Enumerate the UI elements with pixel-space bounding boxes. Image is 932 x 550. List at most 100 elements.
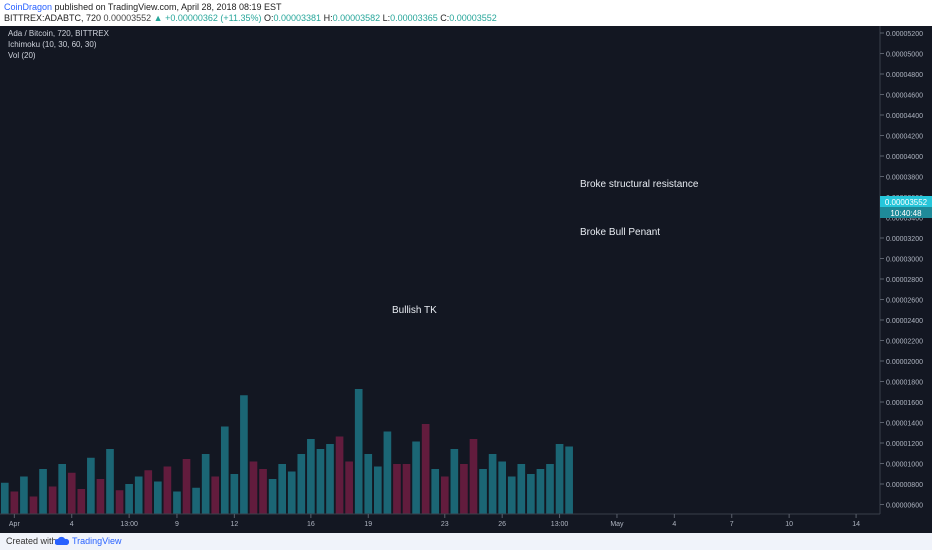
high-value: 0.00003582: [332, 13, 381, 23]
volume-bar: [67, 472, 76, 514]
open-value: 0.00003381: [273, 13, 322, 23]
time-axis[interactable]: Apr 4 13:00 9 12 16 19 23 26 13:00 May 4 7 10 14: [0, 513, 880, 528]
annotation-structural: Broke structural resistance: [580, 179, 699, 190]
volume-bar: [182, 459, 191, 514]
volume-bar: [230, 474, 239, 514]
created-with: Created with: [6, 536, 57, 546]
price-tag-bg: [880, 196, 932, 207]
chart-canvas[interactable]: 0.00005200 0.00005000 0.00004800 0.00004600…: [0, 26, 932, 533]
price-tick-label: 0.00004000: [886, 154, 923, 161]
volume-bar: [297, 454, 306, 514]
price-tick-label: 0.00002200: [886, 339, 923, 346]
price-tick-label: 0.00001800: [886, 380, 923, 387]
volume-bar: [125, 484, 133, 514]
volume-bar: [259, 469, 267, 514]
volume-bar: [58, 464, 66, 514]
time-tick-label: 16: [307, 521, 315, 528]
low-value: 0.00003365: [390, 13, 438, 23]
volume-bar: [412, 441, 420, 514]
time-tick-label: 10: [785, 521, 793, 528]
price-tick-label: 0.00004400: [886, 113, 923, 120]
publish-info: published on TradingView.com, April 28, …: [54, 2, 282, 12]
price-axis-bg: [880, 26, 932, 533]
price-tick-label: 0.00003400: [886, 216, 923, 223]
annotation-tk: Bullish TK: [392, 305, 437, 316]
volume-bar: [48, 486, 57, 514]
volume-bar: [249, 461, 258, 514]
price-axis[interactable]: 0.00005200 0.00005000 0.00004800 0.00004600…: [879, 26, 932, 533]
time-tick-label: 4: [70, 521, 74, 528]
volume-bar: [374, 466, 382, 514]
volume-bar: [287, 471, 296, 514]
header: CoinDragon published on TradingView.com,…: [0, 0, 932, 26]
volume-bar: [546, 464, 554, 514]
symbol-line: BITTREX:ADABTC, 720 0.00003552 ▲ +0.0000…: [4, 13, 497, 23]
volume-bar: [10, 491, 19, 514]
volume-bar: [402, 464, 411, 514]
time-tick-label: 23: [441, 521, 449, 528]
volume-bar: [39, 469, 47, 514]
price-tick-label: 0.00001200: [886, 441, 923, 448]
volume-bar: [354, 389, 363, 514]
price-tag: 0.00003552: [885, 198, 928, 207]
up-arrow-icon: ▲: [153, 13, 163, 23]
time-tick-label: 12: [230, 521, 238, 528]
volume-bar: [96, 479, 105, 514]
author-link[interactable]: CoinDragon: [4, 2, 53, 12]
annotation-pennant: Broke Bull Penant: [580, 227, 660, 238]
price-tick-label: 0.00001600: [886, 400, 923, 407]
price-tick-label: 0.00003200: [886, 236, 923, 243]
tradingview-link[interactable]: TradingView: [72, 536, 122, 546]
time-tick-label: 4: [672, 521, 676, 528]
volume-bar: [383, 431, 392, 514]
volume-bar: [440, 476, 449, 514]
price-tick-label: 0.00001400: [886, 421, 923, 428]
volume-bar: [144, 470, 153, 514]
legend-ichimoku: Ichimoku (10, 30, 60, 30): [8, 40, 97, 49]
volume-bar: [307, 439, 315, 514]
price-tick-label: 0.00004800: [886, 72, 923, 79]
countdown: 10:40:48: [890, 209, 922, 218]
symbol: BITTREX:ADABTC, 720: [4, 13, 102, 23]
time-tick-label: Apr: [9, 521, 21, 528]
volume-bar: [536, 469, 545, 514]
price-tick-label: 0.00004200: [886, 134, 923, 141]
legend-vol: Vol (20): [8, 51, 36, 60]
volume-bar: [335, 436, 344, 514]
price-change: +0.00000362 (+11.35%): [165, 13, 262, 23]
price-tick-label: 0.00002600: [886, 298, 923, 305]
price-tick-label: 0.00000600: [886, 503, 923, 510]
volume-bar: [115, 490, 124, 514]
time-tick-label: 7: [730, 521, 734, 528]
volume-bar: [488, 454, 497, 514]
volume-bar: [240, 395, 248, 514]
volume-bar: [345, 461, 353, 514]
price-tick-label: 0.00002800: [886, 277, 923, 284]
volume-bar: [431, 469, 440, 514]
volume-bar: [201, 454, 210, 514]
time-tick-label: May: [610, 521, 624, 528]
volume-bar: [268, 479, 277, 514]
volume-bar: [517, 464, 526, 514]
chart-background: [0, 26, 932, 533]
price-tick-label: 0.00003800: [886, 175, 923, 182]
price-tick-label: 0.00001000: [886, 462, 923, 469]
price-tick-label: 0.00005200: [886, 31, 923, 38]
volume-bar: [527, 474, 535, 514]
time-tick-label: 19: [364, 521, 372, 528]
volume-bar: [163, 466, 172, 514]
legend-title: Ada / Bitcoin, 720, BITTREX: [8, 29, 110, 38]
volume-layer: [0, 389, 573, 514]
tradingview-cloud-icon: [55, 536, 69, 545]
price-tick-label: 0.00004600: [886, 93, 923, 100]
volume-bar: [469, 439, 478, 514]
volume-bar: [460, 464, 468, 514]
volume-bar: [192, 487, 200, 514]
time-tick-label: 26: [498, 521, 506, 528]
volume-bar: [565, 446, 573, 514]
volume-bar: [106, 449, 114, 514]
publish-line: CoinDragon published on TradingView.com,…: [4, 2, 282, 13]
volume-bar: [450, 449, 459, 514]
countdown-bg: [880, 207, 932, 218]
